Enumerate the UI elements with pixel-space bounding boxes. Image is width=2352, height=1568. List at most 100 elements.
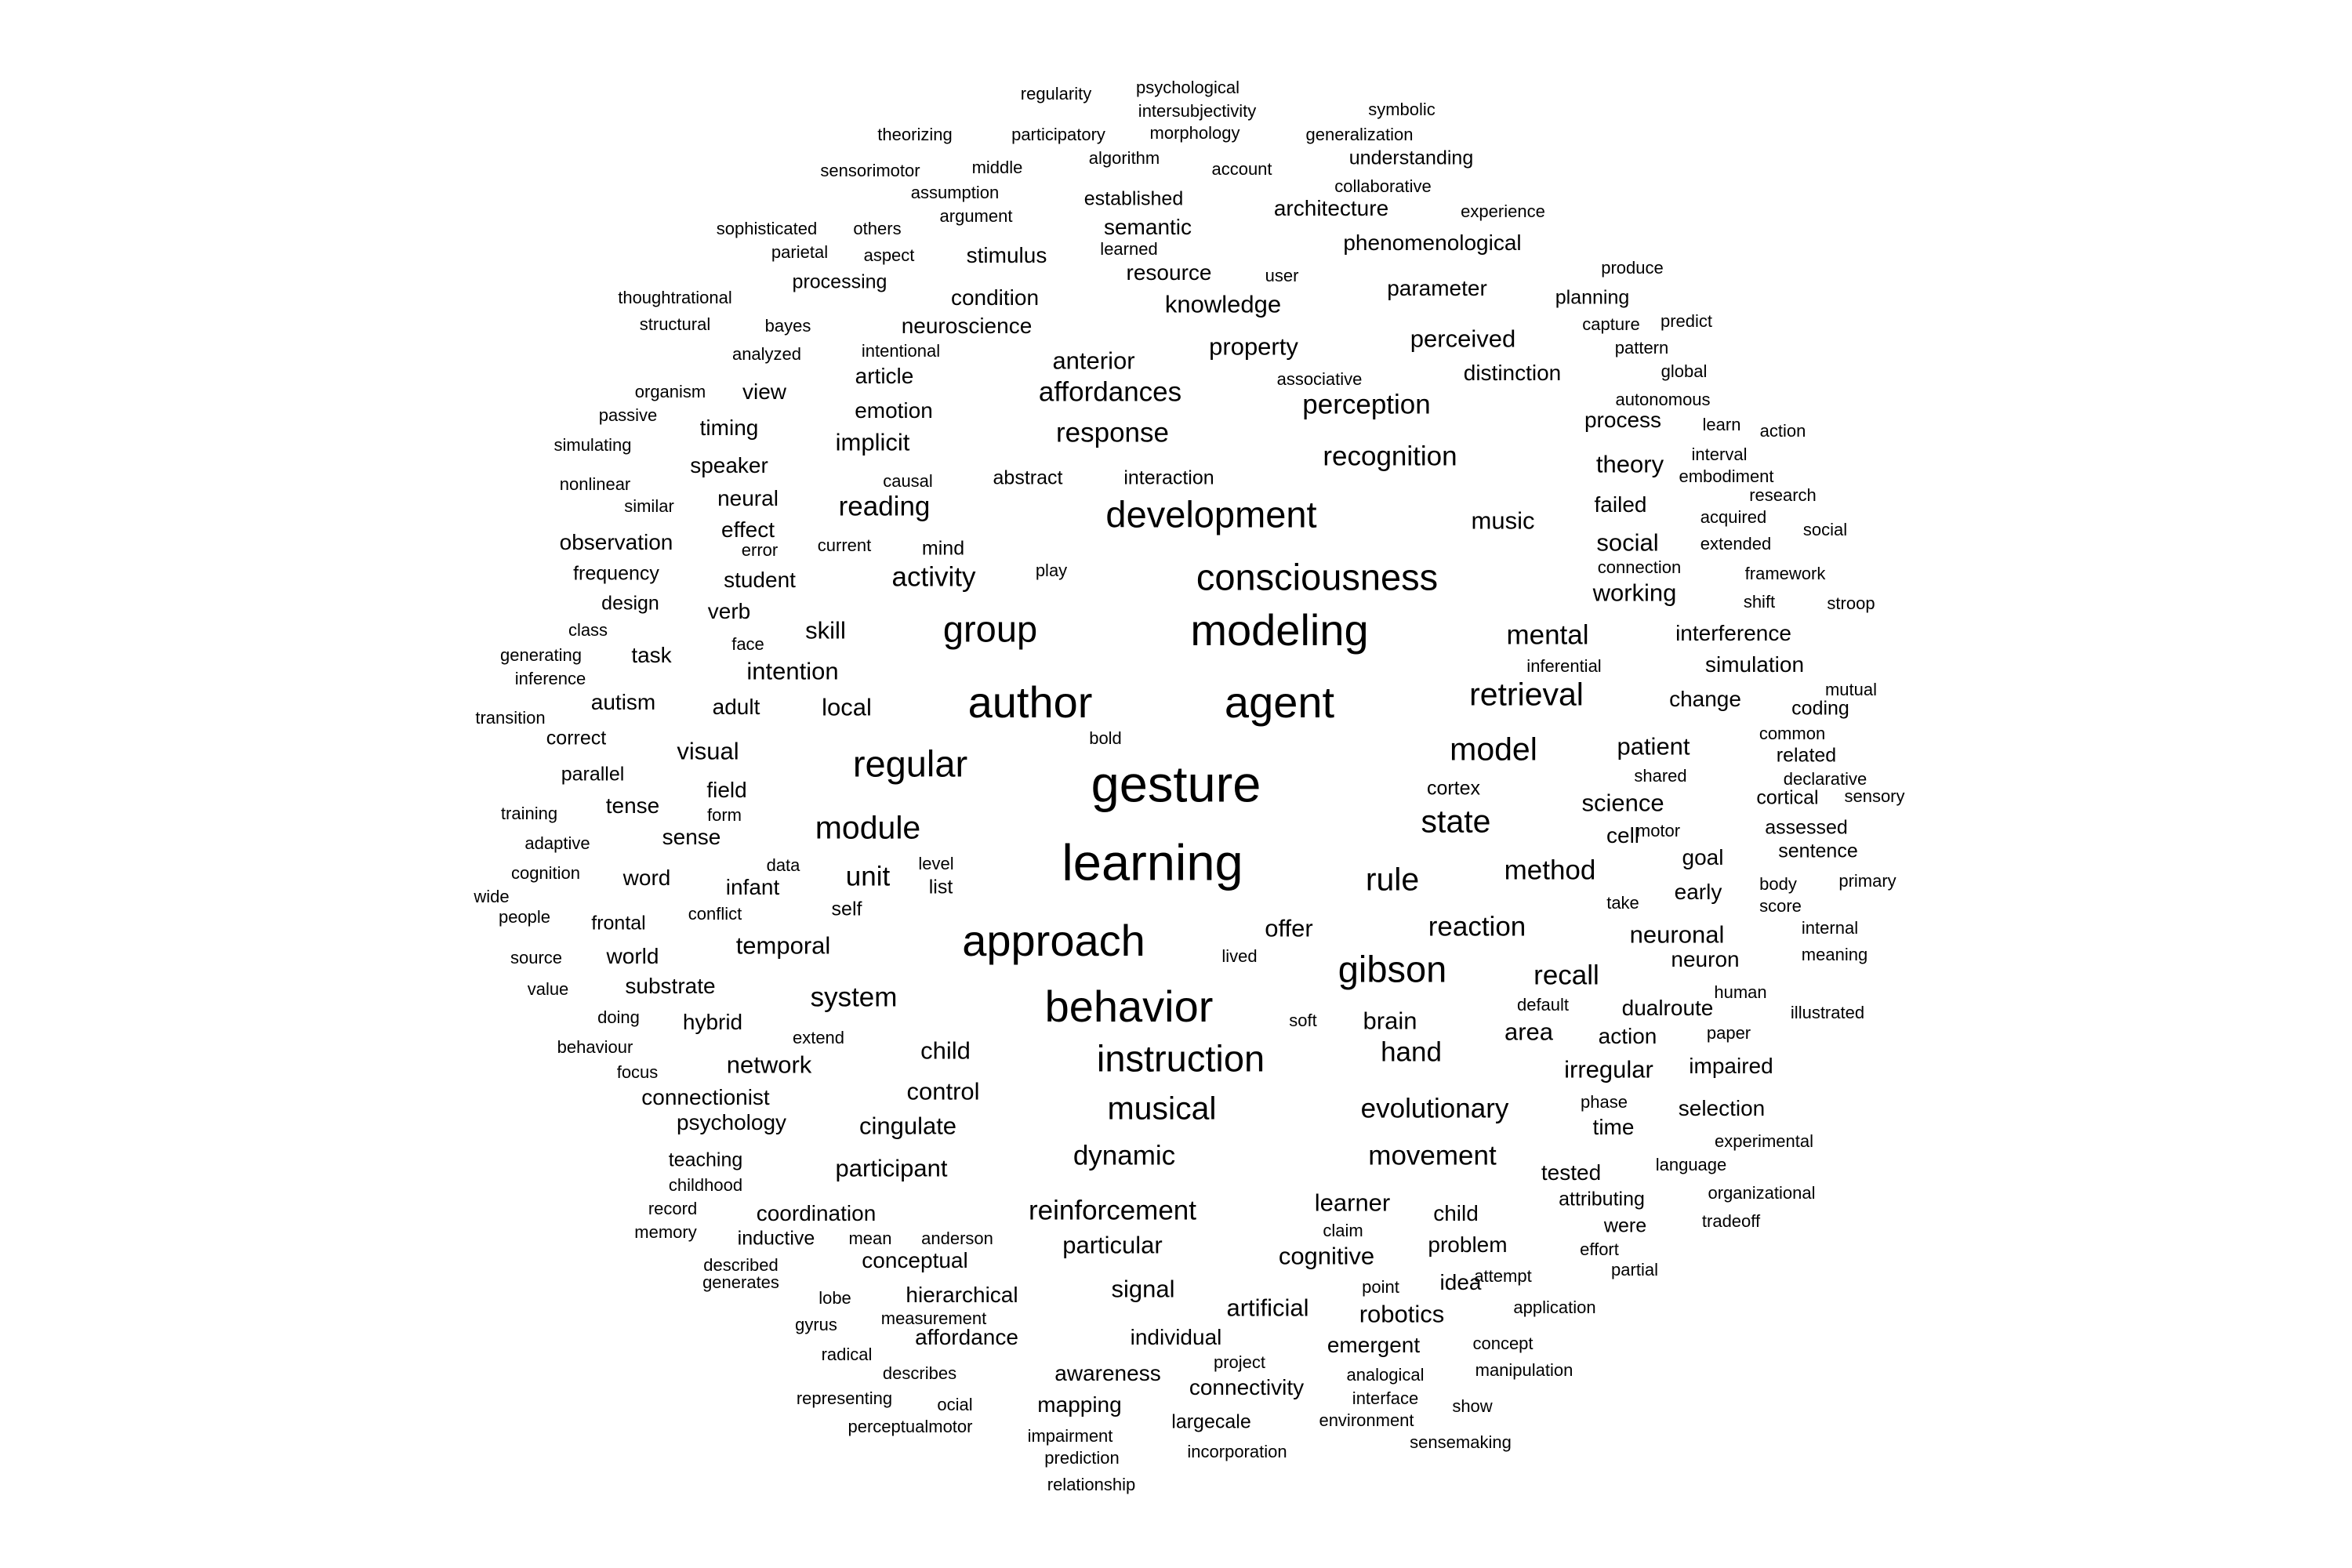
word-cortex: cortex [1426, 777, 1481, 800]
word-data: data [766, 855, 800, 875]
word-problem: problem [1428, 1232, 1508, 1257]
word-coordination: coordination [756, 1201, 877, 1225]
word-science: science [1581, 789, 1664, 817]
word-network: network [726, 1051, 812, 1079]
word-hybrid: hybrid [682, 1010, 743, 1034]
word-play: play [1035, 561, 1068, 580]
word-anterior: anterior [1052, 347, 1135, 375]
word-impairment: impairment [1027, 1426, 1113, 1446]
word-pattern: pattern [1614, 338, 1669, 358]
word-adult: adult [712, 695, 760, 719]
word-value: value [527, 979, 569, 999]
word-processing: processing [792, 270, 887, 293]
word-tested: tested [1541, 1160, 1602, 1185]
word-others: others [853, 219, 902, 238]
word-score: score [1759, 896, 1802, 916]
word-skill: skill [805, 616, 846, 644]
word-connectivity: connectivity [1189, 1375, 1305, 1399]
word-neuron: neuron [1671, 947, 1740, 971]
word-measurement: measurement [880, 1308, 987, 1328]
word-connection: connection [1597, 557, 1682, 577]
word-instruction: instruction [1096, 1037, 1265, 1080]
word-tradeoff: tradeoff [1701, 1211, 1761, 1231]
word-action-2: action [1759, 421, 1806, 441]
word-organizational: organizational [1708, 1183, 1816, 1203]
word-property: property [1209, 332, 1298, 361]
word-hand: hand [1381, 1036, 1442, 1068]
word-architecture: architecture [1273, 196, 1389, 220]
word-list: list [928, 876, 953, 898]
word-attempt: attempt [1474, 1266, 1532, 1286]
word-article: article [855, 364, 914, 388]
word-task: task [631, 643, 672, 667]
word-early: early [1674, 880, 1722, 904]
word-process: process [1584, 408, 1662, 432]
word-analyzed: analyzed [731, 344, 802, 364]
word-state: state [1421, 803, 1491, 840]
word-recognition: recognition [1323, 441, 1457, 472]
word-theorizing: theorizing [877, 125, 953, 144]
word-embodiment: embodiment [1679, 466, 1774, 486]
word-were: were [1603, 1214, 1647, 1237]
word-action: action [1598, 1024, 1657, 1048]
word-psychological: psychological [1135, 78, 1240, 97]
word-intentional: intentional [861, 341, 941, 361]
word-dynamic: dynamic [1073, 1140, 1176, 1171]
word-temporal: temporal [735, 931, 831, 960]
word-thoughtrational: thoughtrational [618, 288, 732, 307]
word-mental: mental [1506, 619, 1589, 651]
word-adaptive: adaptive [524, 833, 590, 853]
word-cell: cell [1606, 823, 1640, 848]
word-irregular: irregular [1564, 1055, 1653, 1083]
word-mapping: mapping [1037, 1392, 1122, 1417]
word-stimulus: stimulus [966, 243, 1047, 267]
word-phenomenological: phenomenological [1343, 230, 1522, 255]
word-gyrus: gyrus [795, 1315, 837, 1334]
word-extended: extended [1700, 534, 1772, 554]
word-paper: paper [1706, 1023, 1751, 1043]
word-body: body [1759, 874, 1797, 894]
word-environment: environment [1319, 1410, 1414, 1430]
word-simulation: simulation [1704, 652, 1805, 677]
word-regular: regular [852, 742, 968, 785]
word-abstract: abstract [993, 466, 1063, 489]
word-learning: learning [1062, 833, 1243, 891]
word-recall: recall [1534, 960, 1599, 991]
word-simulating: simulating [554, 435, 632, 455]
word-analogical: analogical [1346, 1365, 1425, 1385]
word-transition: transition [475, 708, 546, 728]
word-illustrated: illustrated [1790, 1003, 1865, 1022]
word-nonlinear: nonlinear [559, 474, 631, 494]
word-change: change [1669, 687, 1741, 711]
word-wide: wide [474, 887, 510, 906]
word-timing: timing [699, 416, 759, 440]
word-interval: interval [1691, 445, 1748, 464]
word-perceptualmotor: perceptualmotor [848, 1417, 973, 1436]
word-current: current [817, 535, 872, 555]
word-predict: predict [1660, 311, 1713, 331]
word-global: global [1661, 361, 1708, 381]
word-gesture: gesture [1091, 755, 1261, 813]
word-substrate: substrate [625, 974, 716, 998]
word-application: application [1513, 1298, 1596, 1317]
word-structural: structural [639, 314, 711, 334]
word-extend: extend [792, 1028, 845, 1047]
word-reinforcement: reinforcement [1029, 1195, 1196, 1226]
word-inference: inference [514, 669, 586, 688]
word-assessed: assessed [1765, 816, 1848, 839]
word-point: point [1362, 1277, 1399, 1297]
word-learn: learn [1702, 415, 1741, 434]
word-individual: individual [1130, 1325, 1222, 1349]
word-take: take [1606, 893, 1639, 913]
word-framework: framework [1744, 564, 1826, 583]
word-interaction: interaction [1123, 466, 1214, 489]
word-concept: concept [1472, 1334, 1534, 1353]
word-cingulate: cingulate [858, 1112, 957, 1140]
word-control: control [906, 1077, 980, 1105]
word-coding: coding [1791, 697, 1849, 720]
word-group: group [942, 608, 1038, 650]
word-approach: approach [962, 916, 1145, 965]
word-established: established [1083, 187, 1184, 210]
word-produce: produce [1601, 258, 1664, 278]
